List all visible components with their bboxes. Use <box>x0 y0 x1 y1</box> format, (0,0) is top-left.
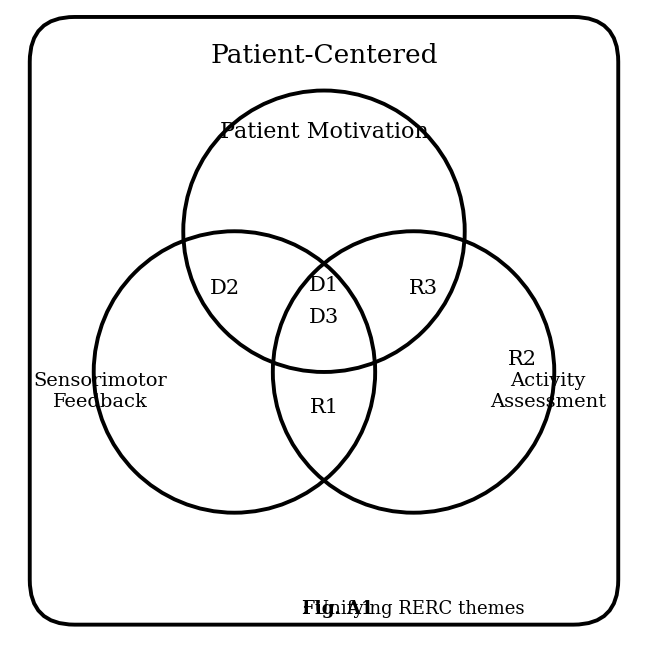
Text: Sensorimotor
Feedback: Sensorimotor Feedback <box>33 372 167 411</box>
Text: R1: R1 <box>310 398 338 417</box>
Text: Fig. A1: Fig. A1 <box>301 599 373 618</box>
Text: R3: R3 <box>409 279 437 298</box>
Text: D1: D1 <box>309 276 339 295</box>
Text: R2: R2 <box>508 350 537 369</box>
Text: Patient Motivation: Patient Motivation <box>220 121 428 143</box>
Text: : Unifying RERC themes: : Unifying RERC themes <box>301 599 524 618</box>
Text: Activity
Assessment: Activity Assessment <box>490 372 606 411</box>
FancyBboxPatch shape <box>30 17 618 625</box>
Text: D3: D3 <box>309 308 339 327</box>
Text: Patient-Centered: Patient-Centered <box>210 43 438 68</box>
Text: D2: D2 <box>210 279 240 298</box>
